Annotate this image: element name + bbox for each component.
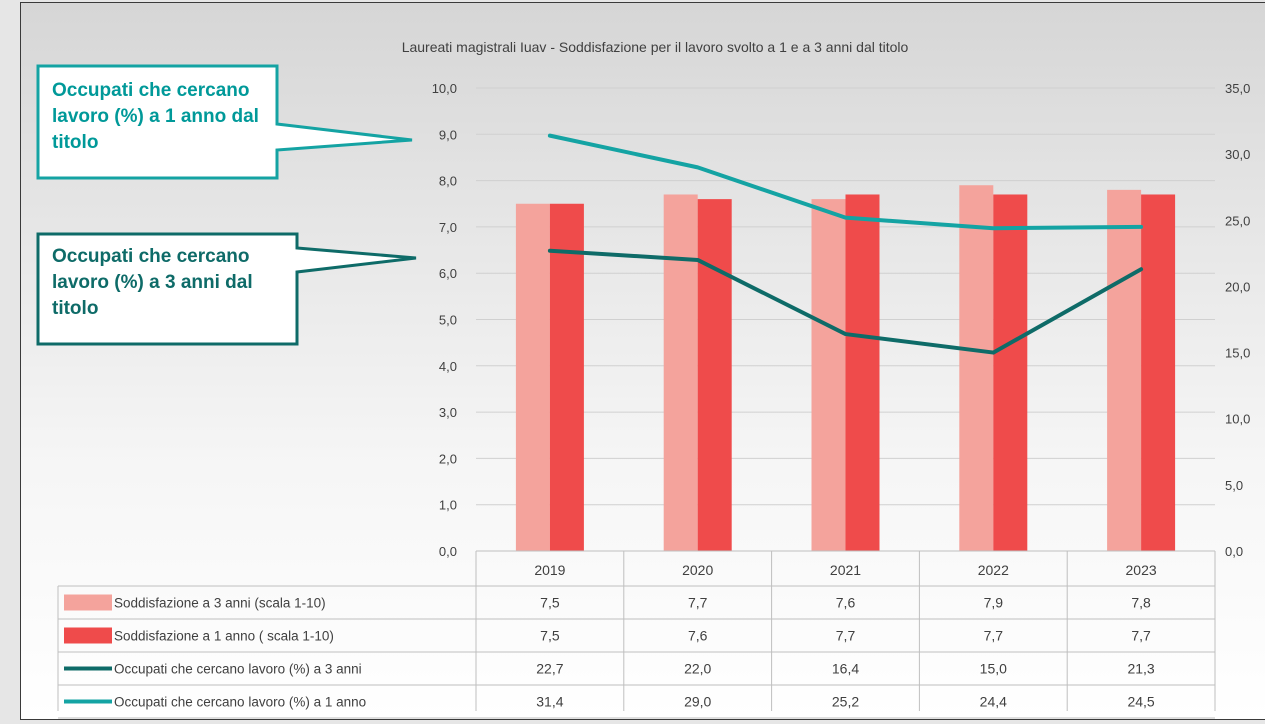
data-label: 24,5	[1127, 694, 1154, 710]
y-right-tick-label: 5,0	[1225, 478, 1243, 493]
callout-one-year-box	[36, 64, 413, 180]
y-left-tick-label: 6,0	[439, 266, 457, 281]
y-right-tick-label: 10,0	[1225, 412, 1250, 427]
data-label: 7,8	[1131, 595, 1151, 611]
callout-one-year-text: Occupati che cercano lavoro (%) a 1 anno…	[52, 78, 272, 156]
data-label: 22,0	[684, 661, 711, 677]
data-label: 7,5	[540, 595, 560, 611]
y-left-tick-label: 0,0	[439, 544, 457, 559]
x-category-label: 2023	[1126, 562, 1157, 578]
y-left-tick-label: 7,0	[439, 220, 457, 235]
data-label: 25,2	[832, 694, 859, 710]
x-category-label: 2019	[534, 562, 565, 578]
y-left-tick-label: 4,0	[439, 359, 457, 374]
y-right-tick-label: 25,0	[1225, 213, 1250, 228]
bar	[959, 185, 994, 552]
series-line	[547, 133, 1144, 231]
data-label: 7,7	[1131, 628, 1151, 644]
data-label: 7,7	[984, 628, 1004, 644]
callout-three-years-text: Occupati che cercano lavoro (%) a 3 anni…	[52, 244, 292, 322]
y-right-tick-label: 15,0	[1225, 346, 1250, 361]
data-label: 7,5	[540, 628, 560, 644]
y-left-tick-label: 8,0	[439, 174, 457, 189]
data-label: 7,7	[688, 595, 708, 611]
bar	[697, 199, 732, 551]
callout-three-years-label: Occupati che cercano lavoro (%) a 3 anni…	[52, 246, 253, 319]
data-label: 7,7	[836, 628, 856, 644]
data-label: 31,4	[536, 694, 563, 710]
y-right-tick-label: 20,0	[1225, 279, 1250, 294]
data-label: 15,0	[980, 661, 1007, 677]
legend-label: Occupati che cercano lavoro (%) a 1 anno	[114, 695, 366, 710]
y-left-tick-label: 2,0	[439, 451, 457, 466]
chart-title: Laureati magistrali Iuav - Soddisfazione…	[402, 39, 909, 55]
bar	[845, 194, 880, 552]
bar	[663, 194, 698, 552]
legend-label: Soddisfazione a 3 anni (scala 1-10)	[114, 596, 326, 611]
legend-key	[64, 627, 112, 644]
data-label: 7,6	[688, 628, 708, 644]
callout-one-year-label: Occupati che cercano lavoro (%) a 1 anno…	[52, 80, 259, 153]
y-left-tick-label: 3,0	[439, 405, 457, 420]
data-label: 22,7	[536, 661, 563, 677]
bar	[993, 194, 1028, 552]
callout-three-years-box	[36, 232, 417, 346]
bar	[515, 203, 550, 551]
x-category-label: 2020	[682, 562, 713, 578]
bar	[811, 199, 846, 551]
bar	[1141, 194, 1176, 552]
series-line	[547, 248, 1144, 355]
y-left-tick-label: 9,0	[439, 127, 457, 142]
bar	[549, 203, 584, 551]
y-right-tick-label: 35,0	[1225, 81, 1250, 96]
y-left-tick-label: 1,0	[439, 498, 457, 513]
y-left-tick-label: 5,0	[439, 313, 457, 328]
data-label: 29,0	[684, 694, 711, 710]
legend-label: Occupati che cercano lavoro (%) a 3 anni	[114, 662, 362, 677]
data-label: 16,4	[832, 661, 859, 677]
data-label: 21,3	[1127, 661, 1154, 677]
legend-label: Soddisfazione a 1 anno ( scala 1-10)	[114, 629, 334, 644]
data-label: 7,6	[836, 595, 856, 611]
data-label: 24,4	[980, 694, 1007, 710]
y-right-tick-label: 0,0	[1225, 544, 1243, 559]
y-right-tick-label: 30,0	[1225, 147, 1250, 162]
bar	[1107, 189, 1142, 552]
y-left-tick-label: 10,0	[432, 81, 457, 96]
x-category-label: 2021	[830, 562, 861, 578]
legend-key	[64, 594, 112, 611]
x-category-label: 2022	[978, 562, 1009, 578]
data-label: 7,9	[984, 595, 1004, 611]
